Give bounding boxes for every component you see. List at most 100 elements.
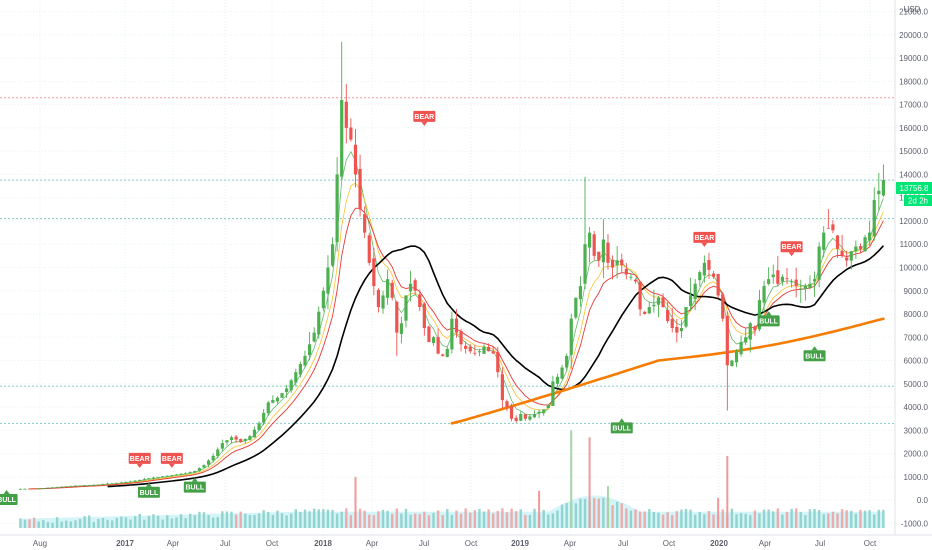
candle[interactable]	[73, 485, 78, 487]
bull-signal[interactable]: BULL	[137, 482, 160, 498]
candle[interactable]	[436, 337, 440, 354]
candle[interactable]	[431, 337, 436, 344]
candle[interactable]	[115, 482, 119, 484]
candle[interactable]	[546, 404, 550, 409]
candle[interactable]	[142, 479, 146, 480]
candle[interactable]	[243, 439, 247, 441]
candle[interactable]	[464, 345, 468, 349]
time-axis[interactable]: Aug 2017 Apr Jul Oct 2018 Apr Jul Oct 2019 Apr Jul O…	[0, 534, 932, 548]
candle[interactable]	[408, 283, 413, 292]
candle[interactable]	[840, 250, 844, 256]
candle[interactable]	[445, 348, 449, 357]
candle[interactable]	[271, 400, 275, 403]
candle[interactable]	[803, 286, 807, 290]
candle[interactable]	[881, 180, 886, 196]
candle[interactable]	[675, 326, 679, 333]
candle[interactable]	[386, 279, 390, 298]
candle[interactable]	[450, 318, 454, 350]
candle[interactable]	[560, 367, 564, 379]
candle[interactable]	[156, 476, 160, 478]
candle[interactable]	[684, 307, 688, 327]
candle[interactable]	[18, 488, 22, 490]
candle[interactable]	[482, 346, 486, 354]
candle[interactable]	[96, 484, 101, 486]
candle[interactable]	[390, 282, 394, 298]
candle[interactable]	[477, 351, 482, 353]
candle[interactable]	[133, 480, 137, 482]
candle[interactable]	[50, 487, 55, 489]
candle[interactable]	[652, 304, 656, 307]
candle[interactable]	[661, 297, 665, 308]
candle[interactable]	[326, 267, 330, 294]
candle[interactable]	[211, 455, 215, 461]
candle[interactable]	[151, 477, 156, 479]
candle[interactable]	[105, 483, 110, 485]
bear-signal[interactable]: BEAR	[413, 110, 436, 126]
candle[interactable]	[321, 290, 325, 309]
candle[interactable]	[262, 412, 266, 423]
candle[interactable]	[578, 286, 583, 300]
candle[interactable]	[808, 283, 812, 288]
candle[interactable]	[399, 323, 403, 334]
candle[interactable]	[601, 239, 605, 263]
candle[interactable]	[184, 473, 188, 475]
candle[interactable]	[565, 355, 569, 368]
candle[interactable]	[220, 443, 224, 449]
candle[interactable]	[505, 401, 509, 408]
candle[interactable]	[629, 276, 633, 278]
candle[interactable]	[487, 346, 491, 352]
candle[interactable]	[193, 471, 197, 473]
candle[interactable]	[555, 376, 560, 384]
candle[interactable]	[583, 244, 587, 284]
candle[interactable]	[55, 487, 59, 488]
candle[interactable]	[275, 397, 280, 402]
candle[interactable]	[32, 488, 36, 490]
candle[interactable]	[239, 439, 243, 442]
candle[interactable]	[509, 406, 514, 419]
candle[interactable]	[202, 465, 206, 468]
candle[interactable]	[23, 488, 27, 490]
candle[interactable]	[537, 411, 541, 414]
candle[interactable]	[858, 246, 863, 249]
candle[interactable]	[303, 355, 307, 366]
candle[interactable]	[693, 283, 697, 300]
candle[interactable]	[289, 380, 293, 391]
candle[interactable]	[229, 437, 234, 441]
candle[interactable]	[762, 286, 766, 303]
candle[interactable]	[817, 246, 821, 280]
candle[interactable]	[64, 486, 68, 488]
candle[interactable]	[748, 323, 752, 340]
candle[interactable]	[643, 311, 647, 315]
candle[interactable]	[147, 478, 151, 480]
candle[interactable]	[780, 276, 785, 282]
candle[interactable]	[179, 473, 183, 475]
candle[interactable]	[799, 288, 803, 290]
candle[interactable]	[395, 301, 399, 333]
candle[interactable]	[872, 200, 876, 237]
candle[interactable]	[826, 227, 830, 229]
candle[interactable]	[716, 273, 720, 296]
candle[interactable]	[110, 483, 114, 485]
candle[interactable]	[698, 272, 702, 281]
candle[interactable]	[46, 487, 50, 489]
candle[interactable]	[863, 237, 867, 252]
bear-signal[interactable]: BEAR	[780, 241, 803, 257]
bull-signal[interactable]: BULL	[757, 311, 780, 327]
candle[interactable]	[757, 300, 762, 330]
candle[interactable]	[381, 295, 385, 309]
candle[interactable]	[37, 488, 41, 490]
candle[interactable]	[312, 332, 316, 342]
candle[interactable]	[298, 364, 302, 375]
candle[interactable]	[280, 393, 284, 398]
candle[interactable]	[92, 484, 96, 486]
candle[interactable]	[454, 318, 459, 333]
candle[interactable]	[588, 232, 592, 248]
candle[interactable]	[60, 486, 64, 488]
candle[interactable]	[427, 326, 431, 342]
candle[interactable]	[707, 259, 711, 270]
candle[interactable]	[711, 273, 716, 277]
candle[interactable]	[307, 344, 312, 356]
candle[interactable]	[418, 294, 422, 308]
candle[interactable]	[721, 294, 725, 319]
